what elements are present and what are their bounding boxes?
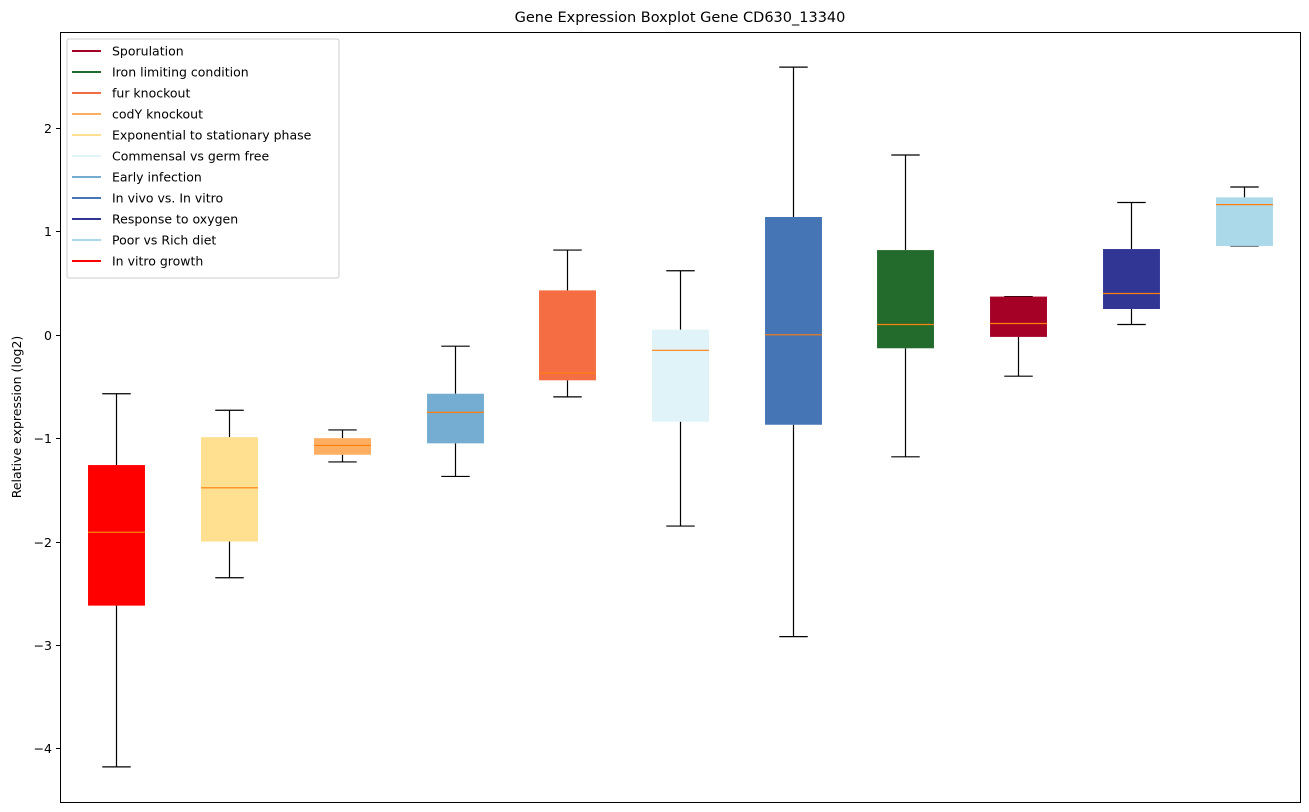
box-group bbox=[1103, 201, 1160, 326]
legend-label: Exponential to stationary phase bbox=[112, 128, 312, 143]
box-group bbox=[88, 393, 145, 768]
legend-label: Early infection bbox=[112, 170, 202, 185]
y-tick-label: 1 bbox=[44, 224, 52, 239]
box-iqr bbox=[201, 437, 258, 542]
box-iqr bbox=[877, 250, 934, 349]
legend-item: In vivo vs. In vitro bbox=[72, 191, 223, 206]
box-group bbox=[765, 66, 822, 638]
legend-box bbox=[66, 38, 340, 279]
box-group bbox=[314, 429, 371, 463]
y-tick-label: −1 bbox=[34, 431, 52, 446]
legend-item: Commensal vs germ free bbox=[72, 149, 269, 164]
legend: Sporulation Iron limiting condition fur kn… bbox=[66, 38, 340, 279]
legend-item: Sporulation bbox=[72, 44, 184, 59]
legend-item: Response to oxygen bbox=[72, 212, 238, 227]
legend-label: In vivo vs. In vitro bbox=[112, 191, 223, 206]
box-iqr bbox=[314, 438, 371, 455]
y-tick-label: −4 bbox=[34, 741, 52, 756]
legend-item: In vitro growth bbox=[72, 254, 203, 269]
legend-label: Iron limiting condition bbox=[112, 65, 249, 80]
y-axis-label: Relative expression (log2) bbox=[9, 336, 24, 499]
box-group bbox=[1216, 186, 1273, 247]
box-iqr bbox=[427, 393, 484, 444]
legend-label: Response to oxygen bbox=[112, 212, 238, 227]
box-iqr bbox=[88, 465, 145, 606]
box-iqr bbox=[1216, 197, 1273, 246]
box-group bbox=[652, 270, 709, 527]
legend-label: In vitro growth bbox=[112, 254, 203, 269]
box-iqr bbox=[539, 290, 596, 381]
y-tick-label: −2 bbox=[34, 535, 52, 550]
chart-title: Gene Expression Boxplot Gene CD630_13340 bbox=[515, 10, 846, 26]
legend-label: Commensal vs germ free bbox=[112, 149, 269, 164]
legend-item: codY knockout bbox=[72, 107, 203, 122]
box-group bbox=[877, 154, 934, 458]
box-group bbox=[539, 249, 596, 398]
legend-item: Poor vs Rich diet bbox=[72, 233, 216, 248]
legend-label: Poor vs Rich diet bbox=[112, 233, 216, 248]
box-iqr bbox=[652, 329, 709, 422]
legend-label: codY knockout bbox=[112, 107, 203, 122]
plot-frame bbox=[60, 32, 1301, 803]
y-tick-label: −3 bbox=[34, 638, 52, 653]
y-tick-label: 2 bbox=[44, 121, 52, 136]
box-group bbox=[990, 295, 1047, 377]
box-group bbox=[201, 409, 258, 579]
box-iqr bbox=[765, 217, 822, 425]
box-iqr bbox=[990, 296, 1047, 337]
legend-label: fur knockout bbox=[112, 86, 190, 101]
legend-item: Early infection bbox=[72, 170, 202, 185]
box-iqr bbox=[1103, 249, 1160, 309]
legend-item: fur knockout bbox=[72, 86, 190, 101]
box-group bbox=[427, 345, 484, 478]
legend-label: Sporulation bbox=[112, 44, 184, 59]
legend-item: Exponential to stationary phase bbox=[72, 128, 312, 143]
y-axis: −4 −3 −2 −1 0 1 2 bbox=[34, 121, 60, 756]
y-tick-label: 0 bbox=[44, 328, 52, 343]
legend-item: Iron limiting condition bbox=[72, 65, 249, 80]
boxes-layer bbox=[88, 66, 1273, 768]
